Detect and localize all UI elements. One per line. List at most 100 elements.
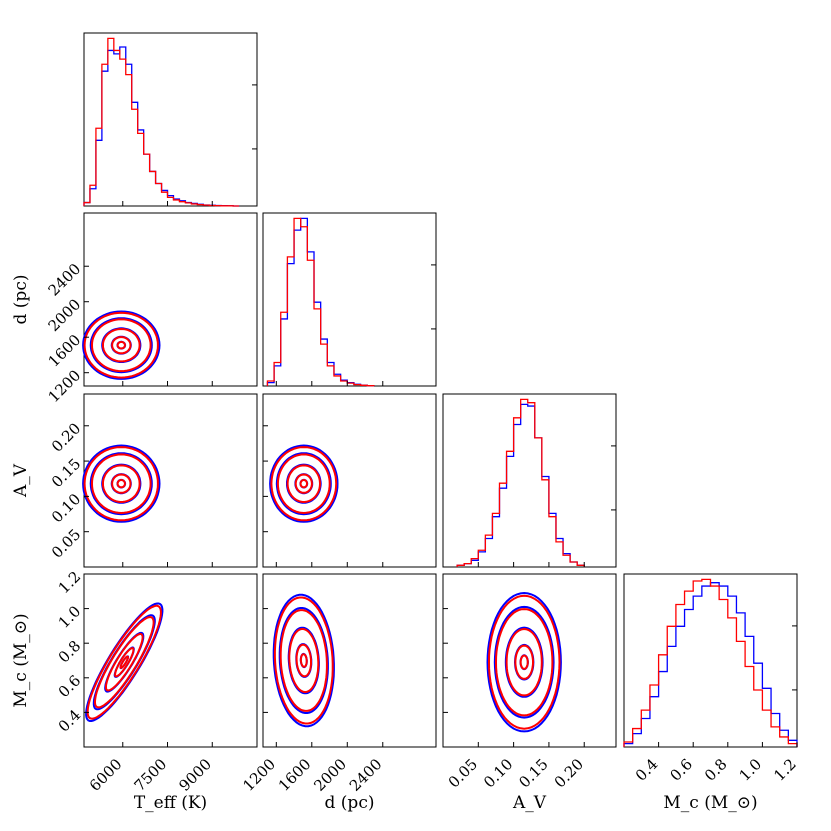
contour-series_b-level xyxy=(90,318,152,373)
hist-mc-series_b xyxy=(623,578,798,747)
hist-panel-av xyxy=(442,393,617,568)
contour-panel-teff-mc xyxy=(83,573,258,748)
contour-panel-av-mc xyxy=(442,573,617,748)
hist-panel-d xyxy=(262,212,437,387)
contour-series_b-level xyxy=(295,643,312,678)
contour-group-d-av xyxy=(269,444,339,523)
contour-panel-d-av xyxy=(262,393,437,568)
contour-series_b-level xyxy=(299,653,308,668)
xtick-label-mc: 1.2 xyxy=(770,755,800,785)
hist-av-series_b xyxy=(456,398,585,567)
contour-series_a-level xyxy=(269,444,339,523)
contour-series_b-level xyxy=(514,644,534,680)
contour-series_b-level xyxy=(102,327,141,363)
contour-series_b-level xyxy=(288,628,320,693)
ytick-label-mc: 1.0 xyxy=(55,602,85,632)
ytick-label-mc: 1.2 xyxy=(55,568,85,598)
contour-series_b-level xyxy=(299,479,308,489)
contour-series_b-level xyxy=(494,608,554,717)
ytick-label-av: 0.10 xyxy=(48,490,84,526)
yaxis-title-mc: M_c (M_⊙) xyxy=(11,613,31,707)
contour-series_a-level xyxy=(92,614,156,711)
xtick-label-teff: 7500 xyxy=(131,755,171,795)
contour-series_b-level xyxy=(505,627,543,697)
xaxis-title-d: d (pc) xyxy=(325,793,375,813)
xtick-label-d: 2400 xyxy=(346,755,386,795)
xtick-label-mc: 1.0 xyxy=(736,755,766,785)
contour-series_a-level xyxy=(272,593,335,728)
xtick-label-d: 1600 xyxy=(275,755,315,795)
contour-series_a-level xyxy=(82,310,161,380)
contour-series_b-level xyxy=(119,655,129,669)
xtick-label-mc: 0.4 xyxy=(632,755,662,785)
contour-series_b-level xyxy=(279,609,328,712)
contour-series_b-level xyxy=(487,594,561,730)
xtick-label-d: 1200 xyxy=(239,755,279,795)
contour-series_b-level xyxy=(83,311,159,379)
ytick-label-d: 2000 xyxy=(45,295,85,335)
xaxis-title-teff: T_eff (K) xyxy=(134,793,207,813)
hist-panel-mc xyxy=(623,573,798,748)
contour-series_a-level xyxy=(82,444,161,523)
contour-series_a-level xyxy=(275,452,332,516)
contour-group-teff-mc xyxy=(85,602,164,722)
xtick-label-av: 0.15 xyxy=(515,755,551,791)
contour-group-d-mc xyxy=(272,593,335,728)
xtick-label-mc: 0.6 xyxy=(666,755,696,785)
contour-series_b-level xyxy=(286,464,322,504)
contour-series_b-level xyxy=(270,446,338,522)
contour-series_b-level xyxy=(105,633,144,692)
hist-d-series_b xyxy=(266,217,375,387)
ytick-label-d: 1600 xyxy=(45,331,85,371)
xtick-label-av: 0.05 xyxy=(445,755,481,791)
xtick-label-d: 2000 xyxy=(310,755,350,795)
xtick-label-av: 0.10 xyxy=(480,755,516,791)
contour-series_b-level xyxy=(90,453,152,515)
contour-group-teff-av xyxy=(82,444,161,523)
contour-series_b-level xyxy=(273,596,334,725)
contour-series_b-level xyxy=(276,453,331,515)
contour-series_a-level xyxy=(85,602,164,722)
contour-series_b-level xyxy=(116,479,126,489)
ytick-label-av: 0.15 xyxy=(48,455,84,491)
contour-series_b-level xyxy=(102,464,141,504)
contour-group-teff-d xyxy=(82,310,161,380)
xtick-label-teff: 9000 xyxy=(175,755,215,795)
yaxis-title-d: d (pc) xyxy=(11,275,31,325)
contour-series_b-level xyxy=(116,341,126,350)
xaxis-title-av: A_V xyxy=(512,793,547,813)
xtick-label-av: 0.20 xyxy=(551,755,587,791)
contour-panel-d-mc xyxy=(262,573,437,748)
contour-group-av-mc xyxy=(486,591,562,733)
xtick-label-teff: 6000 xyxy=(86,755,126,795)
contour-series_b-level xyxy=(86,604,162,720)
contour-series_b-level xyxy=(114,647,135,678)
yaxis-title-av: A_V xyxy=(11,463,31,498)
ytick-label-mc: 0.6 xyxy=(55,671,85,701)
ytick-label-mc: 0.4 xyxy=(55,706,85,736)
contour-series_a-level xyxy=(89,317,153,374)
contour-series_b-level xyxy=(111,336,132,355)
ytick-label-av: 0.20 xyxy=(48,419,84,455)
contour-series_b-level xyxy=(111,473,132,494)
hist-panel-teff xyxy=(83,32,258,207)
contour-panel-teff-av xyxy=(83,393,258,568)
ytick-label-d: 1200 xyxy=(45,366,85,406)
contour-series_a-level xyxy=(493,605,555,719)
contour-series_a-level xyxy=(486,591,562,733)
contour-series_b-level xyxy=(94,616,155,709)
hist-d-series_a xyxy=(266,217,375,387)
xaxis-title-mc: M_c (M_⊙) xyxy=(663,793,757,813)
hist-teff-series_b xyxy=(83,37,240,207)
contour-panel-teff-d xyxy=(83,212,258,387)
contour-series_b-level xyxy=(294,473,313,494)
contour-series_b-level xyxy=(519,654,529,670)
ytick-label-av: 0.05 xyxy=(48,525,84,561)
hist-teff-series_a xyxy=(83,46,240,207)
ytick-label-mc: 0.8 xyxy=(55,637,85,667)
xtick-label-mc: 0.8 xyxy=(701,755,731,785)
contour-series_a-level xyxy=(89,452,153,516)
contour-series_b-level xyxy=(83,446,159,522)
ytick-label-d: 2400 xyxy=(45,260,85,300)
